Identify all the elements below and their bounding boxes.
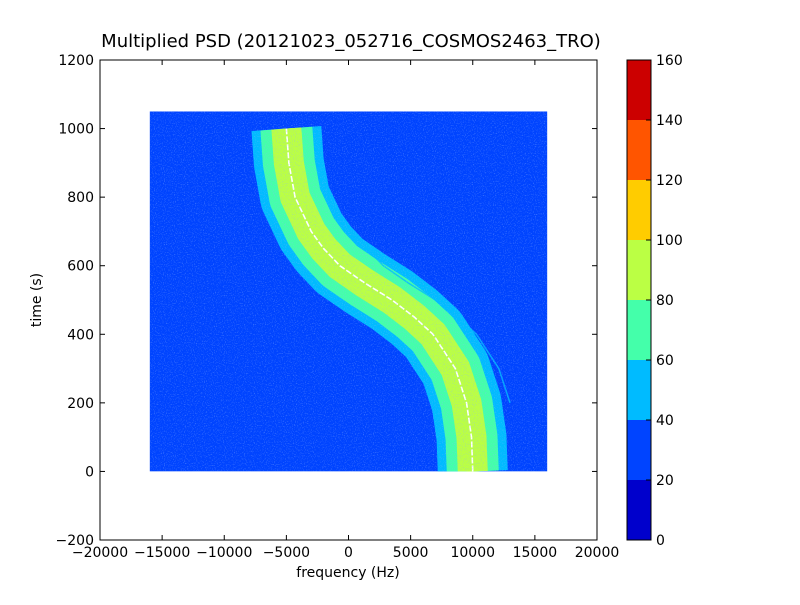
colorbar: 0 20 40 60 80 100 120 140 160 [626, 53, 683, 549]
x-tick-label: 0 [344, 545, 353, 561]
x-tick-label: 20000 [575, 545, 620, 561]
x-tick-label: 15000 [513, 545, 558, 561]
colorbar-tick-label: 80 [656, 293, 674, 309]
chart-title: Multiplied PSD (20121023_052716_COSMOS24… [101, 31, 601, 52]
y-tick-label: 200 [67, 396, 94, 412]
colorbar-band [627, 60, 651, 120]
x-tick-label: −15000 [134, 545, 190, 561]
x-tick-label: 10000 [450, 545, 495, 561]
colorbar-tick-label: 20 [656, 473, 674, 489]
y-axis-label: time (s) [29, 273, 45, 327]
y-tick-label: 1200 [58, 53, 94, 69]
colorbar-tick-label: 60 [656, 353, 674, 369]
colorbar-tick-label: 100 [656, 233, 683, 249]
x-tick-label: −20000 [72, 545, 128, 561]
y-axis: −200 0 200 400 600 800 1000 1200 [56, 53, 597, 549]
y-tick-label: 0 [85, 464, 94, 480]
colorbar-band [627, 420, 651, 480]
colorbar-band [627, 240, 651, 300]
colorbar-tick-label: 140 [656, 113, 683, 129]
x-tick-label: −10000 [196, 545, 252, 561]
y-tick-label: 800 [67, 190, 94, 206]
y-tick-label: 400 [67, 327, 94, 343]
colorbar-band [627, 360, 651, 420]
colorbar-band [627, 480, 651, 540]
colorbar-tick-label: 0 [656, 533, 665, 549]
x-axis: −20000 −15000 −10000 −5000 0 5000 10000 15000 20… [72, 60, 619, 561]
colorbar-band [627, 180, 651, 240]
colorbar-tick-label: 40 [656, 413, 674, 429]
x-tick-label: −5000 [263, 545, 310, 561]
colorbar-tick-label: 120 [656, 173, 683, 189]
x-tick-label: 5000 [393, 545, 429, 561]
x-axis-label: frequency (Hz) [296, 565, 399, 581]
y-tick-label: −200 [56, 533, 94, 549]
y-tick-label: 600 [67, 259, 94, 275]
colorbar-band [627, 120, 651, 180]
colorbar-tick-label: 160 [656, 53, 683, 69]
colorbar-band [627, 300, 651, 360]
heatmap-layer [149, 111, 548, 472]
heatmap-noise [149, 111, 548, 472]
y-tick-label: 1000 [58, 122, 94, 138]
